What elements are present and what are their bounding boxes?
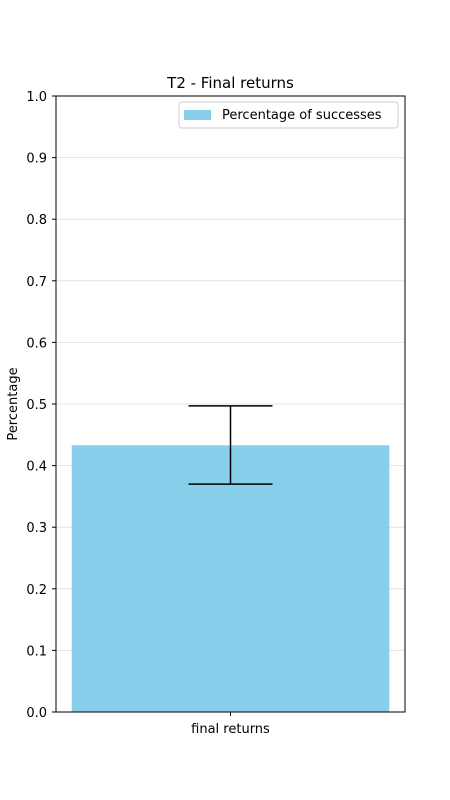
legend-box bbox=[178, 101, 399, 129]
y-tick-label: 1.0 bbox=[26, 90, 47, 105]
bar bbox=[71, 445, 390, 712]
y-axis-label: Percentage bbox=[6, 367, 21, 440]
y-tick-label: 0.7 bbox=[26, 275, 47, 290]
y-tick-label: 0.2 bbox=[26, 583, 47, 598]
x-tick-label: final returns bbox=[191, 722, 270, 737]
y-tick-label: 0.8 bbox=[26, 213, 47, 228]
y-tick-label: 0.6 bbox=[26, 336, 47, 351]
y-tick-label: 0.1 bbox=[26, 644, 47, 659]
legend-label: Percentage of successes bbox=[222, 108, 382, 123]
x-axis-ticks: final returns bbox=[191, 712, 270, 737]
legend-swatch bbox=[184, 110, 211, 120]
y-axis-ticks: 0.0 0.1 0.2 0.3 0.4 0.5 0.6 0.7 0.8 0.9 1.0 bbox=[26, 90, 56, 721]
y-tick-label: 0.4 bbox=[26, 460, 47, 475]
y-tick-label: 0.9 bbox=[26, 152, 47, 167]
y-tick-label: 0.3 bbox=[26, 521, 47, 536]
legend: Percentage of successes bbox=[178, 101, 399, 129]
y-tick-label: 0.5 bbox=[26, 398, 47, 413]
chart-title: T2 - Final returns bbox=[166, 74, 294, 92]
bars bbox=[71, 445, 390, 712]
y-tick-label: 0.0 bbox=[26, 706, 47, 721]
error-bars bbox=[188, 405, 273, 485]
